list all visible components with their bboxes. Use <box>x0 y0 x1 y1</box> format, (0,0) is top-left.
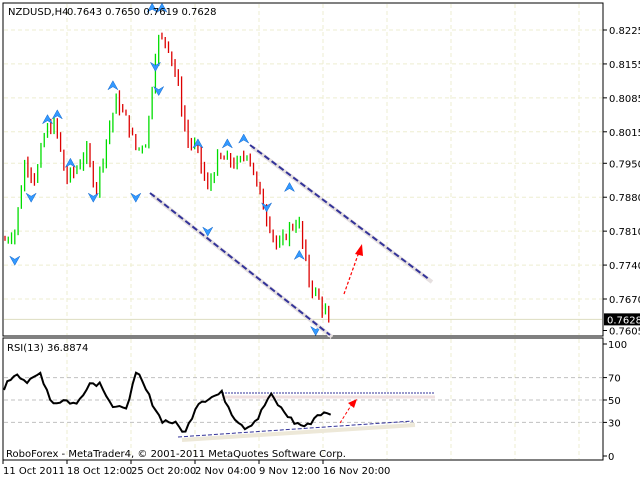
price-tick-label: 0.8155 <box>609 60 640 71</box>
time-tick-label: 25 Oct 20:00 <box>131 466 196 477</box>
time-tick-label: 2 Nov 04:00 <box>195 466 256 477</box>
forecast-arrow-line <box>343 251 360 295</box>
fractal-arrow-icon <box>149 61 162 72</box>
rsi-tick-label: 100 <box>608 340 627 351</box>
rsi-forecast-arrow-line <box>339 403 353 424</box>
last-price-label: 0.7628 <box>607 315 640 326</box>
rsi-panel-frame <box>2 337 604 461</box>
fractal-arrow-icon <box>130 192 142 203</box>
price-tick-label: 0.8225 <box>609 26 640 37</box>
rsi-series <box>3 371 332 433</box>
time-tick-label: 18 Oct 12:00 <box>67 466 132 477</box>
rsi-line <box>3 371 332 433</box>
rsi-tick-label: 0 <box>608 452 614 463</box>
last-price-badge <box>604 313 640 326</box>
grid <box>4 4 602 459</box>
fractal-arrow-icon <box>51 109 63 120</box>
rsi-tick-label: 30 <box>608 418 621 429</box>
trend-lines <box>149 144 435 442</box>
fractal-arrow-icon <box>87 192 99 203</box>
fractal-arrow-icon <box>238 133 250 144</box>
price-tick-label: 0.7605 <box>609 327 640 338</box>
fractal-arrow-icon <box>221 138 234 149</box>
rsi-forecast-arrow-icon <box>348 399 357 408</box>
fractal-arrow-icon <box>9 255 21 266</box>
chart-title: NZDUSD,H4 <box>8 7 68 18</box>
rsi-tick-label: 70 <box>608 374 621 385</box>
time-tick-label: 16 Nov 20:00 <box>323 466 390 477</box>
channel-lower-line <box>149 192 331 336</box>
price-tick-label: 0.8015 <box>609 128 640 139</box>
fractal-arrow-icon <box>260 202 273 213</box>
price-bars <box>4 2 330 337</box>
price-tick-label: 0.8085 <box>609 94 640 105</box>
fractal-arrow-icon <box>156 2 168 13</box>
price-panel-frame <box>2 2 604 337</box>
fractal-arrow-icon <box>283 182 296 193</box>
fractal-arrow-icon <box>202 226 214 237</box>
rsi-tick-label: 50 <box>608 396 621 407</box>
ohlc-header: 0.7643 0.7650 0.7619 0.7628 <box>67 7 217 18</box>
fractal-arrow-icon <box>41 114 54 125</box>
fractal-arrow-icon <box>153 85 165 97</box>
fractal-arrow-icon <box>192 138 204 149</box>
rsi-support-line <box>177 420 414 438</box>
rsi-support-shadow <box>181 423 416 442</box>
copyright-text: RoboForex - MetaTrader4, © 2001-2011 Met… <box>6 449 346 460</box>
fractal-arrow-icon <box>107 80 119 91</box>
rsi-title: RSI(13) 36.8874 <box>7 343 88 354</box>
channel-upper-line <box>249 144 431 281</box>
forecast-arrow-icon <box>355 244 363 256</box>
fractal-arrow-icon <box>293 249 305 261</box>
fractal-arrow-icon <box>64 157 77 168</box>
time-tick-label: 11 Oct 2011 <box>3 466 65 477</box>
fractal-arrow-icon <box>25 192 37 203</box>
time-tick-label: 9 Nov 12:00 <box>259 466 320 477</box>
